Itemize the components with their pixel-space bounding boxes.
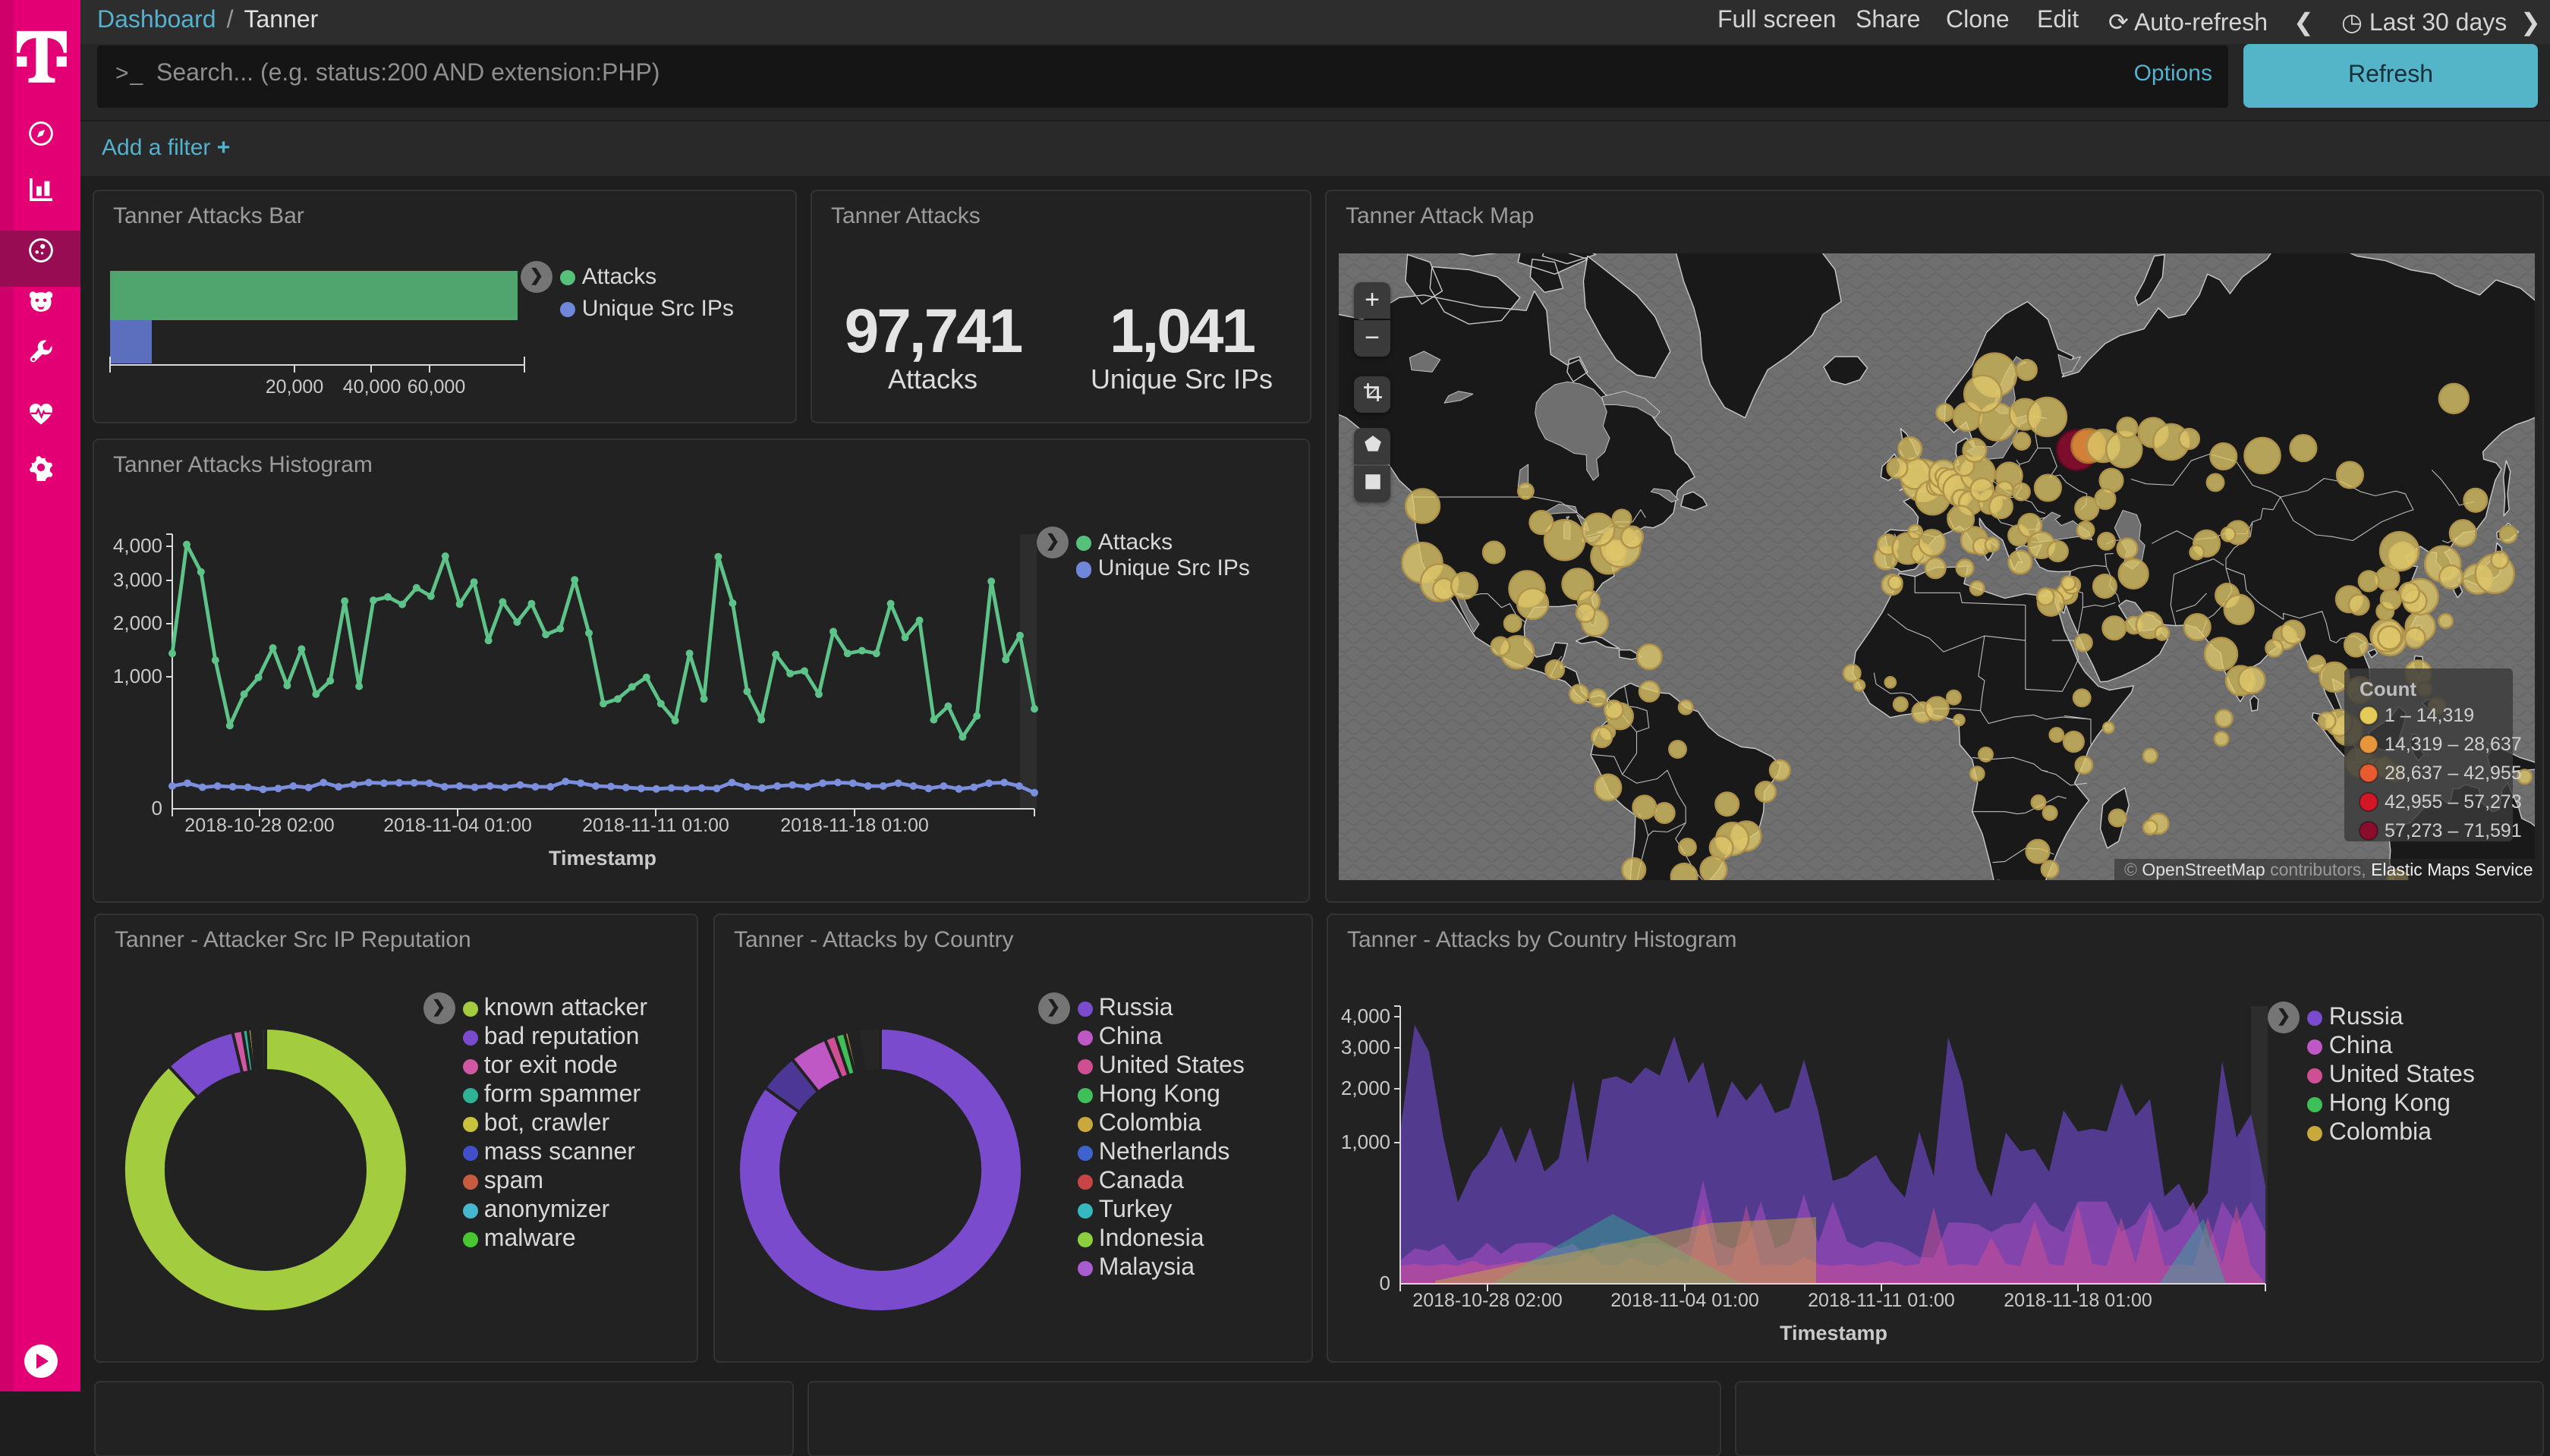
svg-text:28,637 – 42,955: 28,637 – 42,955 [2384, 763, 2521, 784]
svg-text:1 – 14,319: 1 – 14,319 [2384, 705, 2473, 726]
svg-text:57,273 – 71,591: 57,273 – 71,591 [2384, 820, 2521, 841]
svg-text:0: 0 [1379, 1272, 1390, 1294]
svg-text:40,000: 40,000 [342, 376, 400, 398]
svg-text:2018-11-18 01:00: 2018-11-18 01:00 [2003, 1290, 2152, 1311]
svg-text:2018-11-04 01:00: 2018-11-04 01:00 [1610, 1290, 1758, 1311]
svg-text:60,000: 60,000 [407, 376, 464, 398]
svg-text:2,000: 2,000 [112, 612, 162, 634]
svg-text:14,319 – 28,637: 14,319 – 28,637 [2384, 734, 2521, 755]
svg-text:2018-11-11 01:00: 2018-11-11 01:00 [581, 815, 729, 836]
svg-text:2018-10-28 02:00: 2018-10-28 02:00 [1412, 1290, 1561, 1311]
svg-text:Timestamp: Timestamp [548, 847, 656, 870]
svg-text:2018-11-04 01:00: 2018-11-04 01:00 [382, 815, 531, 836]
svg-text:3,000: 3,000 [1340, 1036, 1390, 1058]
svg-text:1,000: 1,000 [112, 665, 162, 687]
svg-text:4,000: 4,000 [112, 534, 162, 557]
svg-text:Timestamp: Timestamp [1779, 1322, 1887, 1344]
svg-text:2,000: 2,000 [1340, 1077, 1390, 1099]
svg-text:42,955 – 57,273: 42,955 – 57,273 [2384, 791, 2521, 813]
svg-text:1,000: 1,000 [1340, 1131, 1390, 1153]
svg-text:© OpenStreetMap contributors,: © OpenStreetMap contributors, Elastic Ma… [2123, 860, 2533, 879]
svg-text:3,000: 3,000 [112, 568, 162, 591]
svg-text:2018-11-18 01:00: 2018-11-18 01:00 [779, 815, 928, 836]
svg-text:4,000: 4,000 [1340, 1005, 1390, 1027]
svg-text:2018-10-28 02:00: 2018-10-28 02:00 [184, 815, 333, 836]
svg-text:20,000: 20,000 [265, 376, 323, 398]
svg-text:0: 0 [151, 797, 162, 819]
svg-text:Count: Count [2359, 678, 2416, 700]
svg-text:2018-11-11 01:00: 2018-11-11 01:00 [1807, 1290, 1954, 1311]
